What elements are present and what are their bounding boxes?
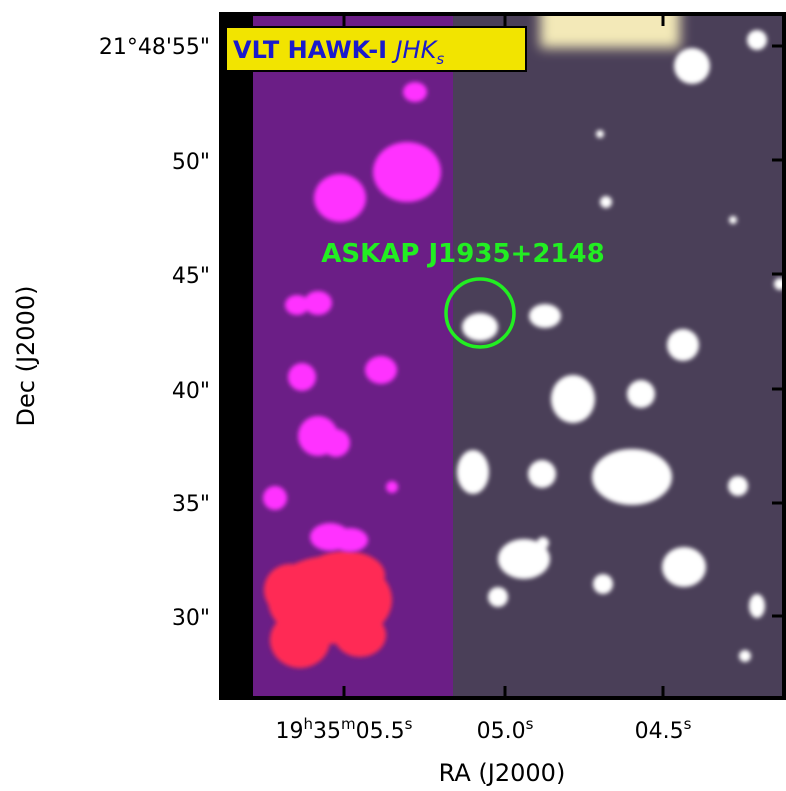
axis-ticks [221, 14, 784, 698]
y-axis-title: Dec (J2000) [12, 286, 40, 427]
white-star [739, 650, 751, 662]
filters-subscript: s [436, 50, 444, 68]
y-tick-label: 21°48'55" [99, 35, 210, 60]
white-star [728, 476, 748, 496]
white-star [600, 196, 612, 208]
magenta-star [403, 82, 427, 102]
white-star [488, 587, 508, 607]
instrument-label: VLT HAWK-I [233, 36, 387, 64]
white-star [498, 539, 550, 579]
white-star [592, 449, 672, 505]
white-star [662, 547, 706, 587]
white-star [774, 278, 784, 290]
right-detector-panel [453, 14, 784, 698]
white-star [667, 329, 699, 361]
badge-label: VLT HAWK-I JHKs [233, 36, 444, 68]
y-axis-tick-labels: 21°48'55" 50" 45" 40" 35" 30" [99, 35, 210, 631]
white-star [729, 216, 737, 224]
magenta-star [322, 429, 350, 457]
instrument-badge: VLT HAWK-I JHKs [225, 26, 527, 72]
y-tick-label: 35" [172, 492, 210, 517]
no-data-strip [221, 14, 253, 698]
white-star [529, 304, 561, 328]
white-star [627, 380, 655, 408]
source-circle [444, 277, 516, 349]
y-tick-label: 30" [172, 606, 210, 631]
top-glow [540, 14, 680, 48]
magenta-star [285, 295, 309, 315]
y-tick-label: 50" [172, 150, 210, 175]
white-star [528, 460, 556, 488]
red-blob [270, 612, 330, 668]
magenta-star [288, 363, 316, 391]
white-star [462, 313, 498, 341]
magenta-star [365, 356, 397, 384]
white-star [593, 574, 613, 594]
x-tick-label: 19h35m05.5s [276, 715, 413, 744]
white-star [457, 450, 489, 494]
white-star [596, 130, 604, 138]
white-star [674, 48, 710, 84]
plot-frame [219, 12, 786, 700]
red-blob [264, 564, 316, 616]
y-tick-label: 40" [172, 379, 210, 404]
source-marker: ASKAP J1935+2148 [321, 239, 605, 349]
white-star [537, 537, 549, 549]
magenta-star [332, 528, 368, 552]
magenta-star [373, 142, 441, 202]
filters-label: JHK [391, 36, 438, 64]
magenta-star [263, 486, 287, 510]
red-blob [305, 551, 385, 599]
x-axis-tick-labels: 19h35m05.5s 05.0s 04.5s [276, 715, 692, 744]
white-star [749, 594, 765, 618]
sky-image [221, 14, 784, 698]
badge-box [225, 26, 527, 72]
magenta-star [304, 291, 332, 315]
magenta-star [386, 481, 398, 493]
white-star [747, 30, 767, 50]
red-blob [334, 613, 386, 657]
red-saturated-region [264, 551, 392, 668]
star-field [263, 30, 784, 662]
y-tick-label: 45" [172, 264, 210, 289]
x-tick-label: 04.5s [635, 715, 692, 744]
x-tick-label: 05.0s [477, 715, 534, 744]
x-axis-title: RA (J2000) [439, 759, 566, 787]
source-name-label: ASKAP J1935+2148 [321, 239, 604, 269]
white-star [551, 375, 595, 423]
magenta-star [314, 174, 366, 222]
